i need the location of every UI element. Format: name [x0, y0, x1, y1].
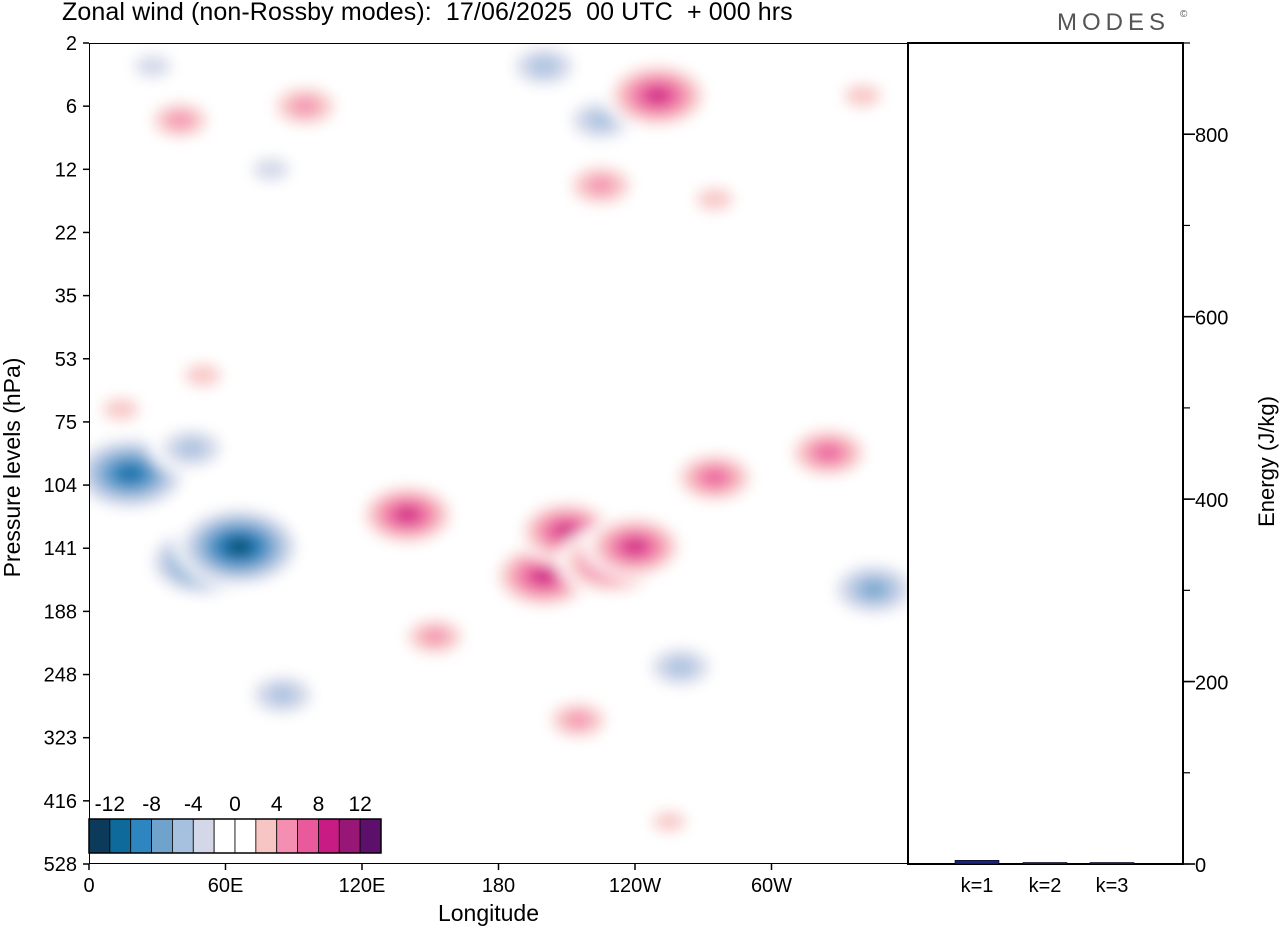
energy-bar — [954, 860, 1000, 865]
energy-bar — [1022, 862, 1068, 865]
energy-category-label: k=2 — [1029, 875, 1062, 897]
colorbar-swatch — [318, 818, 340, 854]
colorbar-label: -8 — [142, 793, 161, 816]
y-tick-label: 141 — [44, 538, 77, 560]
heatmap-feature-1-level-3 — [176, 439, 206, 458]
heatmap-feature-10-level-3 — [666, 657, 695, 677]
x-tick-label: 180 — [482, 875, 515, 897]
x-tick-label: 120E — [339, 875, 386, 897]
x-tick-label: 60E — [208, 875, 244, 897]
heatmap-feature-27-level-2 — [844, 84, 881, 108]
bar-panel-frame — [907, 42, 1184, 865]
chart-title: Zonal wind (non-Rossby modes): 17/06/202… — [62, 0, 793, 26]
energy-bar — [1089, 862, 1135, 865]
colorbar: -12 -8 -4 0 4 8 12 — [88, 793, 382, 854]
y-tick-label: 2 — [66, 33, 77, 55]
heatmap-feature-17-level-3 — [564, 711, 592, 729]
heatmap-feature-13-level-5 — [532, 568, 556, 584]
y-tick-label: 323 — [44, 728, 77, 750]
colorbar-swatch — [109, 818, 132, 854]
heatmap-feature-28-level-2 — [652, 811, 686, 832]
colorbar-swatch — [151, 818, 173, 854]
heatmap-feature-11-level-5 — [396, 508, 419, 522]
y-tick-label: 53 — [55, 349, 77, 371]
heatmap-feature-25-level-2 — [184, 363, 222, 387]
colorbar-swatch — [172, 818, 194, 854]
y-tick-label: 12 — [55, 159, 77, 181]
heatmap-feature-23-level-3 — [290, 97, 320, 116]
energy-tick-label: 600 — [1195, 308, 1228, 330]
heatmap-feature-4-level-3 — [267, 685, 297, 704]
colorbar-swatch — [297, 818, 319, 854]
heatmap-feature-6-level-2 — [252, 157, 290, 181]
heatmap-feature-5-level-2 — [134, 54, 172, 78]
colorbar-swatch — [88, 818, 111, 854]
x-tick-label: 60W — [751, 875, 792, 897]
y-tick-label: 416 — [44, 791, 77, 813]
heatmap-feature-22-level-2 — [696, 187, 734, 211]
y-tick-label: 528 — [44, 854, 77, 876]
heatmap-feature-8-level-3 — [586, 111, 616, 130]
x-tick-label: 0 — [83, 875, 94, 897]
y-tick-label: 188 — [44, 601, 77, 623]
heatmap-field — [89, 43, 908, 864]
heatmap-blobs — [89, 43, 908, 843]
energy-category-label: k=3 — [1096, 875, 1129, 897]
y-tick-label: 104 — [44, 475, 77, 497]
copyright-mark: © — [1180, 9, 1188, 20]
heatmap-feature-20-level-5 — [646, 88, 669, 103]
y-tick-label: 248 — [44, 665, 77, 687]
energy-bar-chart: 0 200 400 600 800 Energy (J/kg) k=1 k=2 k=3 — [907, 42, 1279, 897]
heatmap-feature-16-level-5 — [624, 539, 646, 554]
heatmap-feature-3-level-7 — [229, 540, 249, 553]
modes-logo: MODES — [1057, 9, 1171, 36]
heatmap-feature-12-level-3 — [421, 628, 449, 645]
heatmap-feature-19-level-4 — [816, 445, 840, 461]
colorbar-swatch — [213, 818, 236, 854]
colorbar-label: -4 — [184, 793, 203, 816]
energy-tick-label: 400 — [1195, 490, 1228, 512]
heatmap-feature-21-level-3 — [586, 176, 616, 195]
x-axis-label: Longitude — [438, 900, 539, 926]
energy-tick-label: 200 — [1195, 673, 1228, 695]
colorbar-swatch — [192, 818, 215, 854]
energy-category-label: k=1 — [961, 875, 994, 897]
x-tick-label: 120W — [609, 875, 661, 897]
colorbar-swatch — [276, 818, 298, 854]
y-tick-label: 6 — [66, 96, 77, 118]
heatmap-feature-24-level-3 — [166, 111, 194, 129]
colorbar-label: 4 — [271, 793, 283, 816]
y-tick-label: 75 — [55, 412, 77, 434]
y-axis-label: Pressure levels (hPa) — [0, 358, 25, 578]
colorbar-label: 0 — [229, 793, 241, 816]
heatmap-feature-0-level-6 — [119, 466, 141, 481]
colorbar-swatch — [359, 818, 382, 854]
colorbar-label: -12 — [95, 793, 125, 816]
heatmap-feature-26-level-2 — [102, 397, 140, 421]
colorbar-swatch — [338, 818, 361, 854]
y-tick-label: 22 — [55, 222, 77, 244]
energy-tick-label: 800 — [1195, 125, 1228, 147]
heatmap-feature-14-level-5 — [556, 524, 578, 539]
heatmap-feature-9-level-4 — [861, 581, 887, 598]
colorbar-swatch — [255, 818, 278, 854]
colorbar-label: 12 — [348, 793, 371, 816]
colorbar-frame — [88, 818, 382, 854]
colorbar-swatch — [130, 818, 152, 854]
y-tick-label: 35 — [55, 286, 77, 308]
heatmap-feature-7-level-3 — [529, 57, 559, 76]
energy-axis-label: Energy (J/kg) — [1254, 396, 1279, 527]
energy-tick-label: 0 — [1195, 855, 1206, 877]
colorbar-swatch — [234, 818, 257, 854]
heatmap-feature-18-level-4 — [703, 470, 727, 485]
colorbar-label: 8 — [313, 793, 325, 816]
